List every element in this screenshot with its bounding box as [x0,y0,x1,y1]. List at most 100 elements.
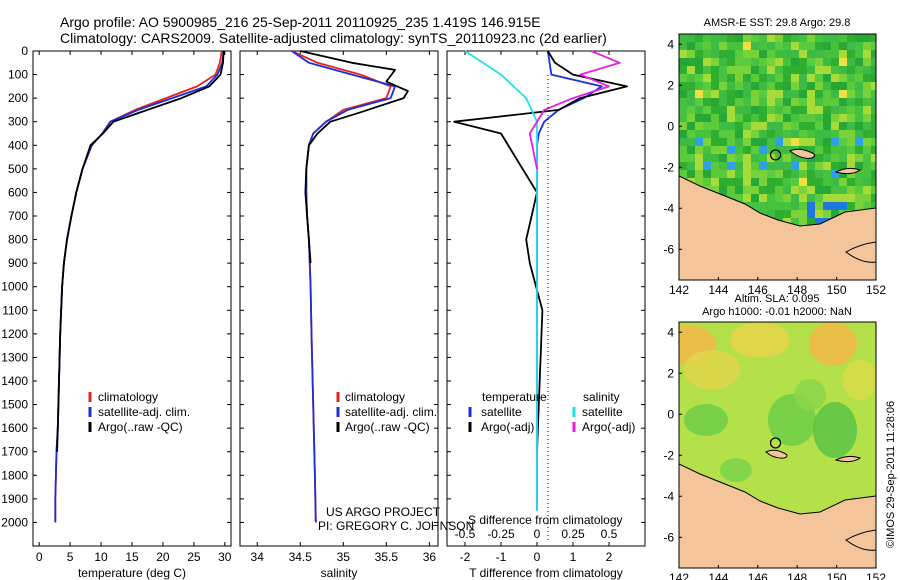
sst-cell [783,74,791,82]
sst-cell [735,186,743,194]
sst-cell [719,106,727,114]
sst-cell [791,162,799,170]
sst-cell [735,50,743,58]
sst-cell [863,42,871,50]
sst-cell [679,34,687,42]
sst-cell [855,122,863,130]
sst-cell [815,138,823,146]
sla-map-frame [678,321,877,569]
legend-argo-label: Argo(..raw -QC) [345,420,430,434]
sst-cell [775,122,783,130]
sst-cell [791,218,799,226]
series-line-salinity-argo-adj- [528,50,621,170]
sst-cell [727,178,735,186]
sst-cell [735,122,743,130]
map-x-tick-label: 144 [708,571,728,580]
sst-cell [719,178,727,186]
sst-cell [839,58,847,66]
sst-cell [703,74,711,82]
sst-cell [759,122,767,130]
sst-cell [743,34,751,42]
new-guinea-land [679,175,876,280]
sst-cell [855,170,863,178]
sst-cell [759,194,767,202]
sst-cell [751,90,759,98]
sst-cell [759,50,767,58]
sst-cell [799,210,807,218]
sst-cell [751,162,759,170]
sst-cell [823,186,831,194]
sst-cell [711,90,719,98]
sst-cell [871,34,876,42]
sst-cell [743,186,751,194]
map-y-tick-label: -4 [663,489,674,503]
sst-cell [719,50,727,58]
x-tick-label: 25 [187,550,201,564]
sst-cell [791,186,799,194]
island-land [765,449,788,459]
map-y-tick-label: -4 [663,201,674,215]
sst-cell [743,154,751,162]
sst-cell [767,194,775,202]
sst-cell [727,146,735,154]
sst-cell [839,178,847,186]
sst-cell [815,218,823,226]
sst-cell [863,194,871,202]
sst-cell [767,202,775,210]
sst-cell [743,122,751,130]
map-x-tick-label: 148 [787,571,807,580]
y-tick-label: 1200 [1,327,28,341]
sst-cell [767,106,775,114]
sst-cell [815,122,823,130]
temperature-axes-frame [32,50,232,547]
sst-cell [815,98,823,106]
sst-cell [719,122,727,130]
sst-cell [831,34,839,42]
sst-cell [823,82,831,90]
sst-cell [807,186,815,194]
sst-cell [767,130,775,138]
sst-cell [751,74,759,82]
sst-cell [831,186,839,194]
sst-cell [823,130,831,138]
sst-cell [815,130,823,138]
sla-blob [842,360,876,400]
sst-cell [783,66,791,74]
argo-position-marker [769,437,782,449]
sst-cell [767,170,775,178]
sst-cell [775,202,783,210]
sst-cell [847,66,855,74]
sst-cell [751,202,759,210]
x-tick-label: 0 [36,550,43,564]
sst-cell [735,98,743,106]
x-tick-label: 34 [251,550,265,564]
map-x-tick-label: 148 [787,283,807,297]
sst-cell [679,106,687,114]
sst-cell [727,162,735,170]
sst-cell [743,82,751,90]
y-tick-label: 1700 [1,445,28,459]
sst-cell [823,170,831,178]
sst-cell [823,50,831,58]
sst-cell [703,66,711,74]
sst-cell [831,98,839,106]
sst-cell [783,138,791,146]
y-tick-label: 1000 [1,280,28,294]
sst-cell [807,218,815,226]
sst-cell [767,138,775,146]
sst-cell [743,178,751,186]
sst-cell [831,82,839,90]
sst-cell [775,66,783,74]
sst-cell [847,34,855,42]
sst-cell [823,210,831,218]
sst-cell [759,98,767,106]
sst-cell [783,42,791,50]
sst-cell [751,82,759,90]
sst-cell [711,146,719,154]
pi-credit: PI: GREGORY C. JOHNSON [318,519,474,533]
sst-cell [791,58,799,66]
x2-tick-label: 0.25 [561,527,585,541]
sst-cell [679,98,687,106]
sst-cell [687,154,695,162]
legend-temperature-heading: temperature [482,390,547,404]
